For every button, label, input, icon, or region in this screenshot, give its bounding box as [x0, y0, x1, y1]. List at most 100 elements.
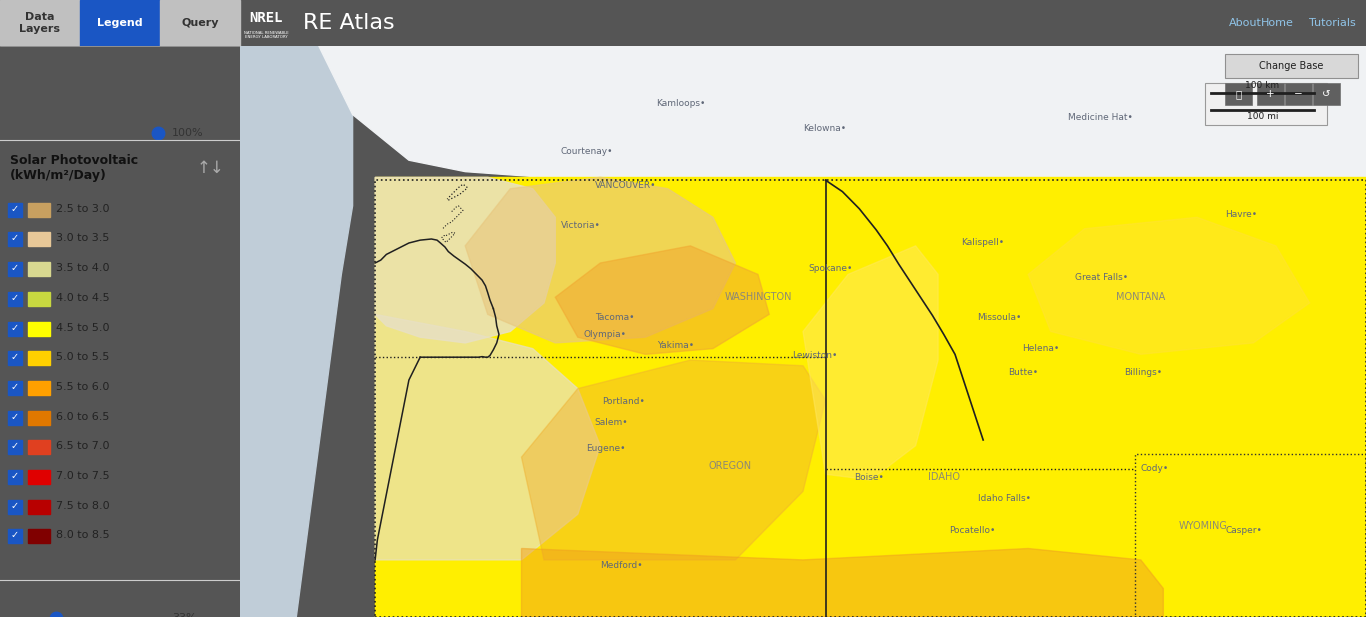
Polygon shape [376, 177, 556, 343]
Text: Tutorials: Tutorials [1309, 18, 1356, 28]
Bar [1225, 83, 1253, 105]
Text: Transparency: Transparency [10, 107, 85, 117]
Text: Billings•: Billings• [1124, 368, 1162, 377]
Bar [0, 0, 81, 46]
Text: Change Base: Change Base [1259, 61, 1324, 71]
Bar [8, 470, 22, 484]
Text: 4.0 to 4.5: 4.0 to 4.5 [56, 293, 109, 303]
Bar [1257, 83, 1284, 105]
Text: −: − [1294, 89, 1303, 99]
Text: Salem•: Salem• [594, 418, 628, 428]
Text: Boise•: Boise• [854, 473, 884, 482]
Text: 7.5 to 8.0: 7.5 to 8.0 [56, 500, 109, 511]
Bar [8, 381, 22, 395]
Text: ✓: ✓ [11, 323, 19, 333]
Polygon shape [522, 549, 1164, 617]
Text: Legend: Legend [97, 18, 143, 28]
Text: 2.5 to 3.0: 2.5 to 3.0 [56, 204, 109, 213]
Text: ✓: ✓ [11, 204, 19, 213]
Bar [27, 381, 51, 395]
Text: Solar Photovoltaic
(kWh/m²/Day): Solar Photovoltaic (kWh/m²/Day) [10, 154, 138, 183]
Bar [8, 203, 22, 217]
Polygon shape [466, 177, 735, 343]
Text: 6.5 to 7.0: 6.5 to 7.0 [56, 441, 109, 451]
Text: Transparency: Transparency [10, 592, 85, 602]
Text: 5.5 to 6.0: 5.5 to 6.0 [56, 382, 109, 392]
Text: ⌕: ⌕ [1236, 89, 1242, 99]
Text: 5.0 to 5.5: 5.0 to 5.5 [56, 352, 109, 362]
Text: Olympia•: Olympia• [583, 330, 627, 339]
Text: Pocatello•: Pocatello• [949, 526, 996, 535]
Bar [8, 500, 22, 514]
Text: ✓: ✓ [11, 471, 19, 481]
Text: 8.0 to 8.5: 8.0 to 8.5 [56, 531, 109, 540]
Bar [8, 441, 22, 454]
Polygon shape [556, 246, 769, 354]
Bar [27, 262, 51, 276]
Bar [27, 292, 51, 306]
Text: MONTANA: MONTANA [1116, 292, 1165, 302]
Polygon shape [376, 315, 600, 560]
Bar [27, 470, 51, 484]
Text: Portland•: Portland• [602, 397, 646, 406]
Text: ✓: ✓ [11, 441, 19, 451]
Bar [27, 351, 51, 365]
Bar [1225, 54, 1358, 78]
Text: ✓: ✓ [11, 233, 19, 244]
Text: 6.0 to 6.5: 6.0 to 6.5 [56, 412, 109, 421]
Text: Data
Layers: Data Layers [19, 12, 60, 34]
Bar [8, 262, 22, 276]
Text: Home: Home [1261, 18, 1294, 28]
Text: ✓: ✓ [11, 263, 19, 273]
Text: 3.5 to 4.0: 3.5 to 4.0 [56, 263, 109, 273]
Bar [1285, 83, 1311, 105]
Text: Great Falls•: Great Falls• [1075, 273, 1128, 282]
Text: ↺: ↺ [1322, 89, 1330, 99]
Text: Butte•: Butte• [1008, 368, 1038, 377]
Text: ✓: ✓ [11, 382, 19, 392]
Text: Medicine Hat•: Medicine Hat• [1068, 113, 1132, 122]
Bar [27, 233, 51, 246]
Text: ↑↓: ↑↓ [197, 159, 224, 176]
Text: Medford•: Medford• [600, 561, 643, 570]
Bar [249, 6, 284, 40]
Text: +: + [1266, 89, 1274, 99]
Text: Lewiston•: Lewiston• [792, 351, 837, 360]
Text: Helena•: Helena• [1023, 344, 1060, 353]
Text: Query: Query [182, 18, 219, 28]
Text: Eugene•: Eugene• [586, 444, 626, 453]
Bar [1313, 83, 1340, 105]
Bar [27, 203, 51, 217]
Text: Yakima•: Yakima• [657, 341, 694, 350]
Text: Missoula•: Missoula• [978, 313, 1022, 322]
Bar [8, 410, 22, 424]
Bar [27, 529, 51, 544]
Text: ✓: ✓ [11, 500, 19, 511]
Bar [27, 441, 51, 454]
Text: Spokane•: Spokane• [809, 264, 852, 273]
Text: NREL: NREL [249, 11, 283, 25]
Polygon shape [240, 46, 352, 617]
Bar [8, 233, 22, 246]
Bar [376, 177, 1366, 617]
Polygon shape [522, 360, 825, 560]
Text: ✓: ✓ [11, 293, 19, 303]
Bar [27, 500, 51, 514]
Text: 3.0 to 3.5: 3.0 to 3.5 [56, 233, 109, 244]
Text: ✓: ✓ [11, 531, 19, 540]
Bar [1205, 83, 1326, 125]
Text: NATIONAL RENEWABLE
ENERGY LABORATORY: NATIONAL RENEWABLE ENERGY LABORATORY [243, 31, 288, 39]
Text: Kalispell•: Kalispell• [960, 239, 1004, 247]
Text: About: About [1229, 18, 1262, 28]
Bar [27, 410, 51, 424]
Text: 4.5 to 5.0: 4.5 to 5.0 [56, 323, 109, 333]
Text: Casper•: Casper• [1225, 526, 1262, 535]
Bar [81, 0, 160, 46]
Text: Courtenay•: Courtenay• [561, 147, 613, 156]
Text: Kelowna•: Kelowna• [803, 124, 846, 133]
Text: Cody•: Cody• [1141, 464, 1169, 473]
Text: Tacoma•: Tacoma• [594, 313, 634, 321]
Text: 33%: 33% [172, 613, 197, 617]
Text: 7.0 to 7.5: 7.0 to 7.5 [56, 471, 109, 481]
Text: OREGON: OREGON [708, 461, 751, 471]
